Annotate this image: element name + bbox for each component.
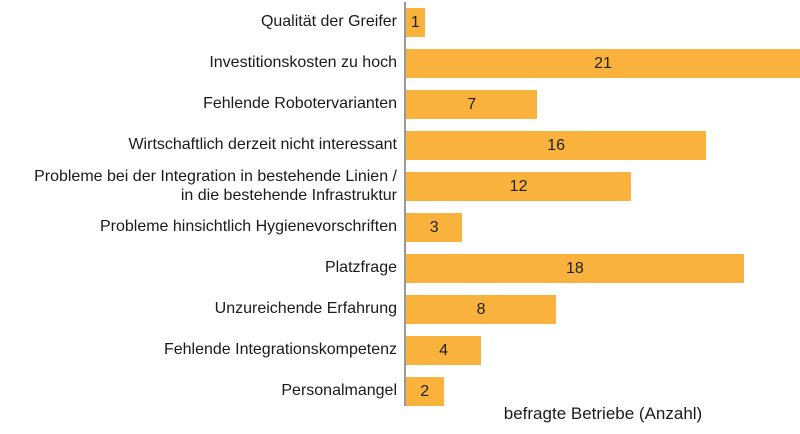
category-label: Unzureichende Erfahrung	[214, 300, 397, 318]
value-label: 12	[509, 177, 528, 195]
chart-row: Investitionskosten zu hoch 21	[0, 43, 800, 84]
value-label: 21	[594, 54, 612, 72]
bar: 16	[406, 131, 707, 160]
bar-area: 3	[406, 213, 800, 242]
bar-area: 18	[406, 254, 800, 283]
x-axis-label: befragte Betriebe (Anzahl)	[503, 404, 703, 423]
value-label: 4	[439, 341, 448, 359]
bar-area: 12	[406, 172, 800, 201]
category-label: Qualität der Greifer	[260, 13, 397, 31]
value-label: 2	[420, 382, 430, 400]
y-axis-line	[404, 2, 406, 406]
bar-area: 7	[406, 90, 800, 119]
value-label: 8	[476, 300, 486, 318]
bar-area: 8	[406, 295, 800, 324]
value-label: 16	[547, 136, 565, 154]
bar: 7	[406, 90, 538, 119]
chart-row: Fehlende Robotervarianten 7	[0, 84, 800, 125]
bar: 21	[406, 49, 800, 78]
value-label: 7	[467, 95, 477, 113]
category-label: Wirtschaftlich derzeit nicht interessant	[128, 136, 397, 154]
chart-row: Probleme bei der Integration in bestehen…	[0, 166, 800, 207]
category-label: Investitionskosten zu hoch	[209, 54, 397, 72]
bar-area: 4	[406, 336, 800, 365]
bar: 1	[406, 8, 425, 37]
bar-area: 1	[406, 8, 800, 37]
category-label: Probleme hinsichtlich Hygienevorschrifte…	[99, 218, 397, 236]
category-label: Platzfrage	[324, 259, 397, 277]
value-label: 3	[429, 218, 439, 236]
chart-row: Platzfrage 18	[0, 248, 800, 289]
category-label: Fehlende Integrationskompetenz	[163, 341, 397, 359]
chart-row: Fehlende Integrationskompetenz 4	[0, 330, 800, 371]
chart-row: Unzureichende Erfahrung 8	[0, 289, 800, 330]
value-label: 1	[410, 13, 420, 31]
bar: 2	[406, 377, 444, 406]
bar: 12	[406, 172, 632, 201]
category-label: Fehlende Robotervarianten	[203, 95, 397, 113]
bar-area: 2	[406, 377, 800, 406]
chart-row: Qualität der Greifer 1	[0, 2, 800, 43]
chart-row: Probleme hinsichtlich Hygienevorschrifte…	[0, 207, 800, 248]
value-label: 18	[565, 259, 584, 277]
chart-rows: Qualität der Greifer 1 Investitionskoste…	[0, 2, 800, 412]
category-label: Personalmangel	[281, 382, 397, 400]
bar-area: 21	[406, 49, 800, 78]
bar: 18	[406, 254, 744, 283]
bar: 8	[406, 295, 557, 324]
bar: 4	[406, 336, 482, 365]
bar: 3	[406, 213, 463, 242]
chart-row: Wirtschaftlich derzeit nicht interessant…	[0, 125, 800, 166]
chart-row: Personalmangel 2	[0, 371, 800, 412]
bar-area: 16	[406, 131, 800, 160]
category-label: Probleme bei der Integration in bestehen…	[34, 168, 397, 204]
